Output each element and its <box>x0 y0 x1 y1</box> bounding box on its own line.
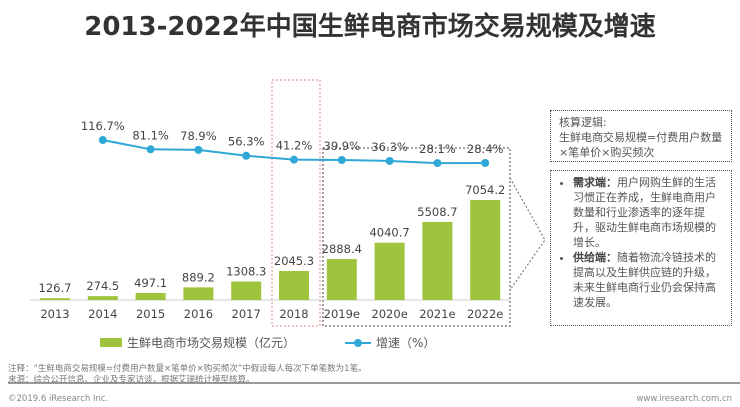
growth-point <box>194 145 203 154</box>
growth-point <box>98 136 107 145</box>
bar <box>231 281 262 300</box>
growth-label: 56.3% <box>228 135 265 149</box>
logic-heading: 核算逻辑: <box>559 116 607 129</box>
x-tick-label: 2013 <box>40 307 69 321</box>
drivers-box: 需求端：用户网购生鲜的生活习惯正在养成，生鲜电商用户数量和行业渗透率的逐年提升，… <box>550 170 732 326</box>
growth-label: 39.9% <box>324 139 361 153</box>
bar-label: 1308.3 <box>226 264 266 278</box>
x-tick-label: 2016 <box>184 307 213 321</box>
bar <box>183 287 214 300</box>
bar-swatch-icon <box>100 338 122 347</box>
bar-label: 7054.2 <box>465 183 505 197</box>
growth-label: 28.4% <box>467 142 504 156</box>
x-tick-label: 2021e <box>419 307 455 321</box>
x-tick-label: 2022e <box>467 307 503 321</box>
growth-label: 36.3% <box>371 140 408 154</box>
growth-point <box>481 159 490 167</box>
bar <box>326 259 357 300</box>
website: www.iresearch.com.cn <box>636 394 732 404</box>
growth-point <box>337 156 346 165</box>
bar-label: 4040.7 <box>369 226 409 240</box>
bar-label: 5508.7 <box>417 205 457 219</box>
bar-label: 126.7 <box>39 281 72 295</box>
growth-label: 116.7% <box>81 119 125 133</box>
legend-line: 增速（%） <box>345 334 435 351</box>
bar <box>87 296 118 300</box>
line-swatch-icon <box>345 338 371 347</box>
growth-label: 41.2% <box>276 139 313 153</box>
x-tick-label: 2017 <box>232 307 261 321</box>
x-tick-label: 2019e <box>324 307 360 321</box>
x-tick-label: 2020e <box>371 307 407 321</box>
logic-text: 生鲜电商交易规模=付费用户数量×笔单价×购买频次 <box>559 131 723 159</box>
bar-label: 889.2 <box>182 270 215 284</box>
growth-point <box>385 156 394 165</box>
growth-label: 78.9% <box>180 129 217 143</box>
bar-label: 2045.3 <box>274 254 314 268</box>
bar <box>40 298 70 300</box>
driver-demand: 需求端：用户网购生鲜的生活习惯正在养成，生鲜电商用户数量和行业渗透率的逐年提升，… <box>573 175 723 250</box>
bar <box>279 271 309 300</box>
growth-point <box>242 151 251 160</box>
bar-label: 274.5 <box>86 279 119 293</box>
legend-bar: 生鲜电商市场交易规模（亿元） <box>100 334 295 351</box>
forecast-box <box>322 147 511 327</box>
source: 来源：综合公开信息、企业及专家访谈，根据艾瑞统计模型核算。 <box>8 375 255 385</box>
highlight-2018-box <box>271 79 321 327</box>
x-tick-label: 2018 <box>279 307 308 321</box>
bar-label: 2888.4 <box>322 242 362 256</box>
bar <box>422 221 453 300</box>
bar <box>135 292 166 300</box>
bar-label: 497.1 <box>134 276 167 290</box>
growth-point <box>290 155 298 164</box>
bar <box>470 200 501 300</box>
logic-box: 核算逻辑: 生鲜电商交易规模=付费用户数量×笔单价×购买频次 <box>550 110 732 162</box>
x-tick-label: 2015 <box>136 307 165 321</box>
connector <box>509 177 546 291</box>
note: 注释：“生鲜电商交易规模=付费用户数量×笔单价×购买频次”中假设每人每次下单笔数… <box>8 364 367 374</box>
driver-supply: 供给端：随着物流冷链技术的提高以及生鲜供应链的升级，未来生鲜电商行业仍会保持高速… <box>573 250 723 310</box>
page-title: 2013-2022年中国生鲜电商市场交易规模及增速 <box>84 12 656 42</box>
x-tick-label: 2014 <box>88 307 117 321</box>
growth-label: 28.1% <box>419 142 456 156</box>
bar <box>374 242 405 300</box>
copyright: ©2019.6 iResearch Inc. <box>8 394 109 404</box>
growth-label: 81.1% <box>132 128 169 142</box>
growth-point <box>146 145 155 154</box>
growth-point <box>433 159 442 168</box>
